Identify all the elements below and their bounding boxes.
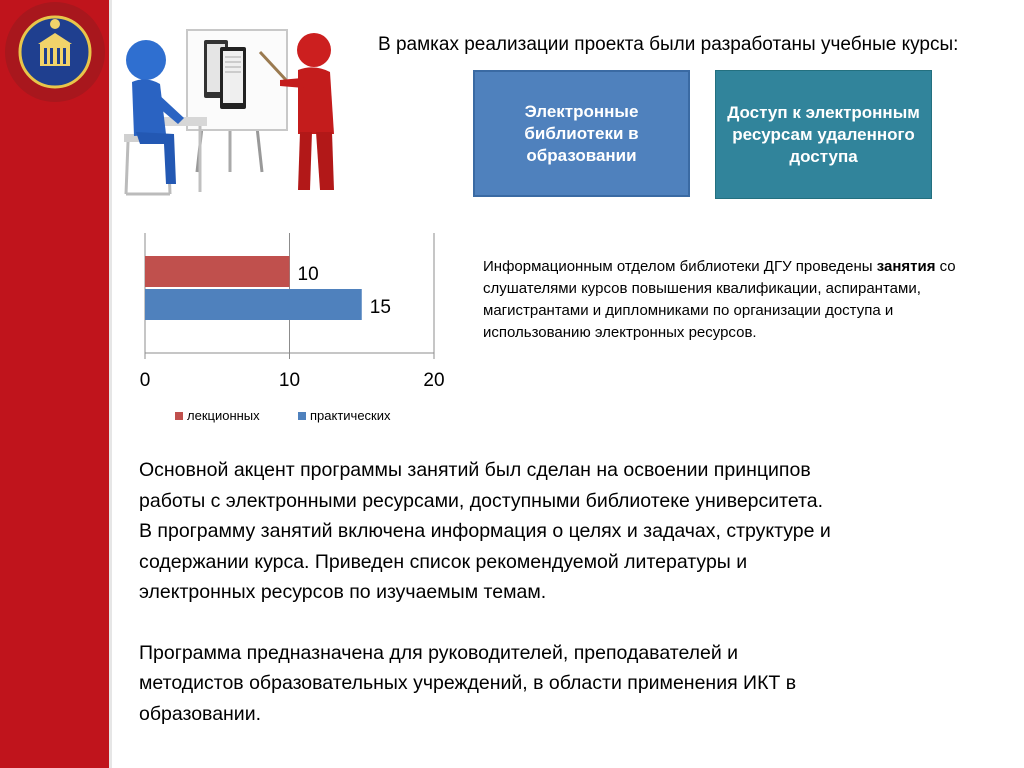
chart-data-label: 15 (370, 297, 391, 318)
main-paragraph-1-line: электронных ресурсов по изучаемым темам. (139, 581, 547, 603)
main-paragraph-1-line: Основной акцент программы занятий был сд… (139, 459, 811, 481)
chart-bar (145, 289, 362, 320)
info-text-start: Информационным отделом библиотеки ДГУ пр… (483, 258, 877, 275)
teacher-figure-icon (258, 33, 334, 190)
chart-tick-label: 20 (423, 370, 444, 391)
main-paragraph-2-line: Программа предназначена для руководителе… (139, 641, 739, 664)
main-paragraph-1: Основной акцент программы занятий был сд… (139, 455, 999, 608)
chart-legend-label: лекционных (187, 408, 260, 423)
chart-bar (145, 256, 290, 287)
easel-icon (186, 29, 288, 173)
main-paragraph-1-line: работы с электронными ресурсами, доступн… (139, 489, 824, 512)
left-sidebar-band (0, 0, 109, 768)
main-paragraph-2-line: методистов образовательных учреждений, в… (139, 672, 797, 694)
bar-chart: 10 15 0 10 20 лекционных практических (140, 233, 445, 423)
course-box-remote-access: Доступ к электронным ресурсам удаленного… (715, 70, 932, 199)
chart-legend-swatch (298, 412, 306, 420)
university-logo-icon (5, 2, 105, 102)
main-paragraph-2-line: образовании. (139, 702, 262, 725)
chart-data-label: 10 (298, 264, 319, 285)
main-text: Основной акцент программы занятий был сд… (139, 455, 999, 729)
sidebar-divider (109, 0, 112, 768)
main-paragraph-1-line: В программу занятий включена информация … (139, 520, 831, 542)
chart-tick-label: 10 (279, 370, 300, 391)
course-box-electronic-libraries: Электронные библиотеки в образовании (473, 70, 690, 197)
chart-tick-label: 0 (140, 370, 151, 391)
intro-text: В рамках реализации проекта были разрабо… (378, 34, 959, 55)
main-paragraph-2: Программа предназначена для руководителе… (139, 638, 999, 730)
info-text-end: со слушателями курсов повышения квалифик… (483, 258, 956, 341)
chart-legend-swatch (175, 412, 183, 420)
main-paragraph-1-line: содержании курса. Приведен список рекоме… (139, 550, 748, 573)
student-figure-icon (124, 40, 207, 196)
teacher-student-illustration (124, 29, 334, 196)
info-text-bold: занятия (876, 258, 936, 275)
info-paragraph: Информационным отделом библиотеки ДГУ пр… (483, 256, 998, 344)
chart-legend-label: практических (310, 408, 391, 423)
